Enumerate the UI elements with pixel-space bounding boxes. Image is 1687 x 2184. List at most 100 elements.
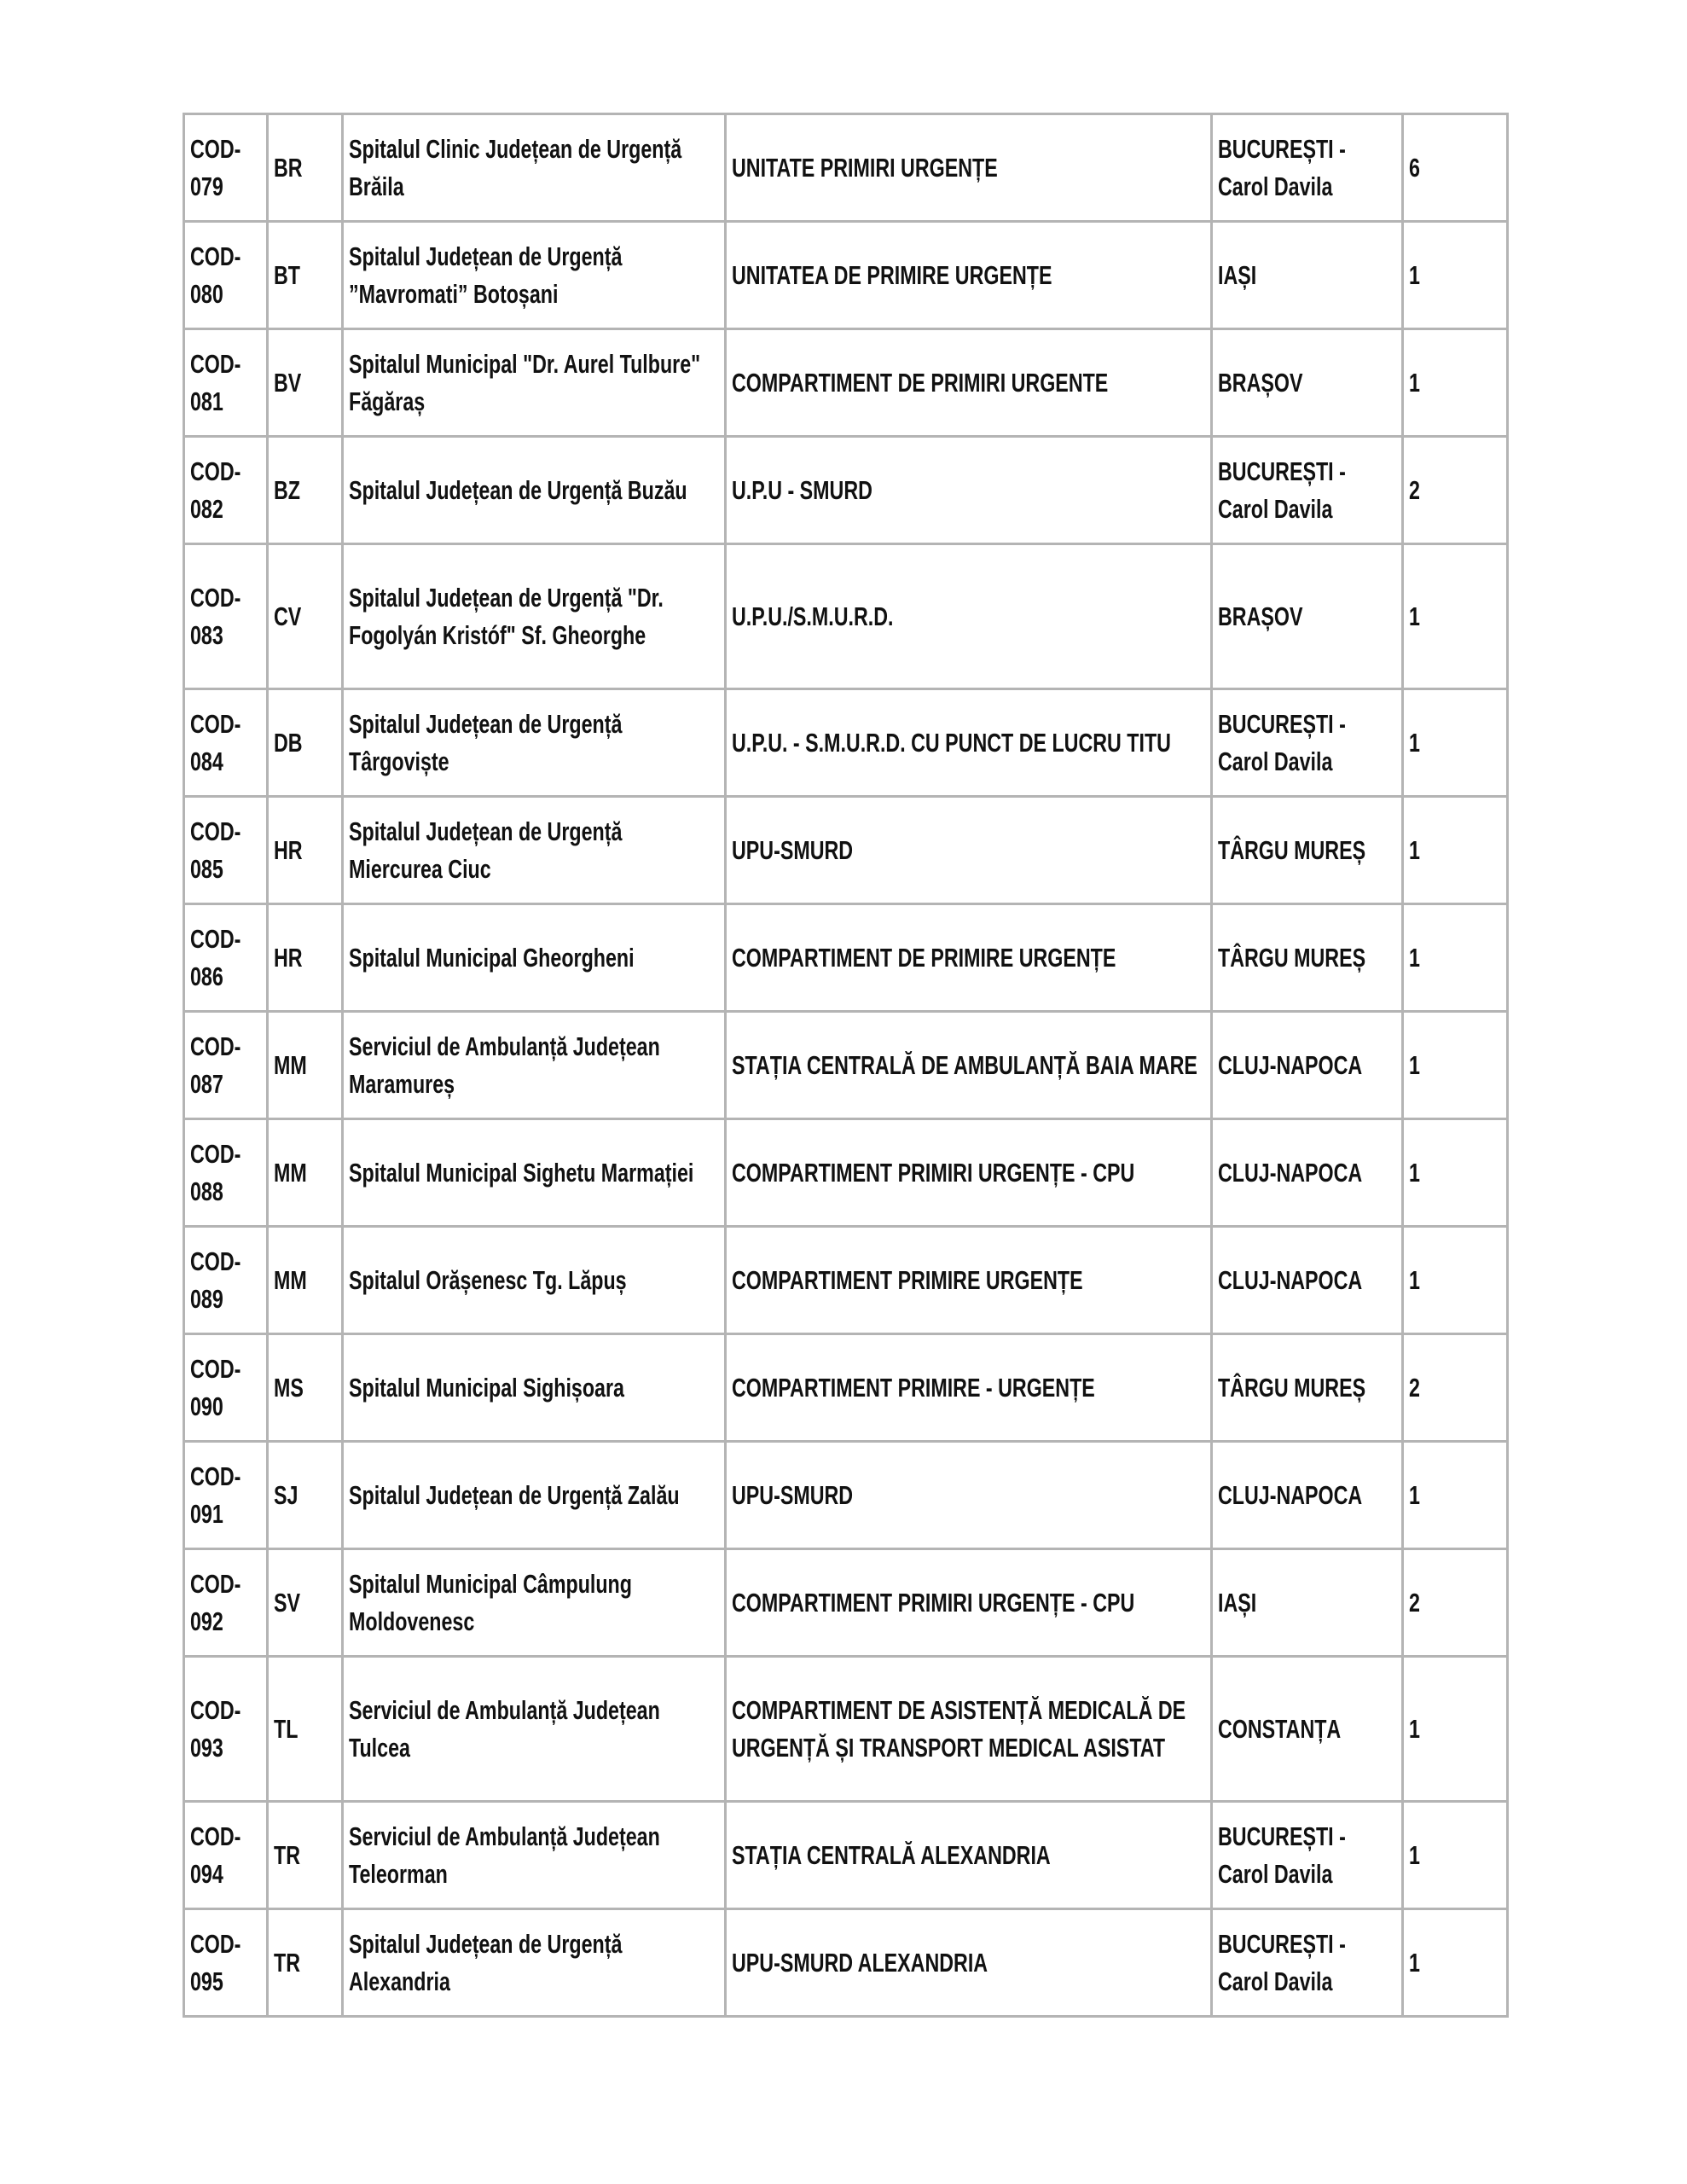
count-text: 1 xyxy=(1409,367,1420,398)
cell-county: MM xyxy=(266,1010,344,1120)
hospital-text: Serviciul de Ambulanță Județean Maramure… xyxy=(349,1031,660,1099)
cell-center: IAȘI xyxy=(1210,1548,1404,1658)
county-text: SV xyxy=(274,1587,301,1618)
table-row: COD-092 SV Spitalul Municipal Câmpulung Mo… xyxy=(183,1548,1509,1658)
center-text: CLUJ-NAPOCA xyxy=(1218,1479,1363,1510)
table-row: COD-095 TR Spitalul Județean de Urgență Al… xyxy=(183,1908,1509,2018)
code-text: COD-094 xyxy=(190,1821,241,1889)
cell-unit: COMPARTIMENT DE ASISTENȚĂ MEDICALĂ DE UR… xyxy=(724,1655,1213,1803)
hospital-text: Spitalul Municipal Sighetu Marmației xyxy=(349,1157,694,1188)
cell-code: COD-079 xyxy=(183,113,269,223)
count-text: 1 xyxy=(1409,834,1420,865)
cell-center: BUCUREȘTI - Carol Davila xyxy=(1210,1908,1404,2018)
cell-center: BUCUREȘTI - Carol Davila xyxy=(1210,435,1404,545)
cell-code: COD-081 xyxy=(183,328,269,438)
code-text: COD-087 xyxy=(190,1031,241,1099)
unit-text: UNITATE PRIMIRI URGENȚE xyxy=(732,152,998,183)
cell-unit: STAȚIA CENTRALĂ DE AMBULANȚĂ BAIA MARE xyxy=(724,1010,1213,1120)
cell-center: CLUJ-NAPOCA xyxy=(1210,1118,1404,1228)
count-text: 1 xyxy=(1409,259,1420,290)
hospital-text: Spitalul Municipal Gheorgheni xyxy=(349,942,635,973)
county-text: BV xyxy=(274,367,302,398)
table-row: COD-081 BV Spitalul Municipal "Dr. Aurel T… xyxy=(183,328,1509,438)
unit-text: COMPARTIMENT PRIMIRI URGENȚE - CPU xyxy=(732,1157,1135,1188)
count-text: 1 xyxy=(1409,1839,1420,1870)
center-text: BUCUREȘTI - Carol Davila xyxy=(1218,1821,1346,1889)
hospital-text: Spitalul Județean de Urgență Miercurea C… xyxy=(349,816,623,884)
cell-hospital: Spitalul Județean de Urgență Miercurea C… xyxy=(341,795,727,905)
center-text: CONSTANȚA xyxy=(1218,1713,1342,1744)
cell-code: COD-090 xyxy=(183,1333,269,1443)
table-row: COD-080 BT Spitalul Județean de Urgență ”M… xyxy=(183,220,1509,330)
count-text: 1 xyxy=(1409,1713,1420,1744)
cell-count: 1 xyxy=(1401,1225,1509,1335)
county-text: DB xyxy=(274,727,303,758)
unit-text: UPU-SMURD xyxy=(732,1479,854,1510)
cell-count: 1 xyxy=(1401,1800,1509,1910)
hospital-text: Spitalul Județean de Urgență ”Mavromati”… xyxy=(349,241,623,309)
count-text: 1 xyxy=(1409,1947,1420,1978)
cell-code: COD-080 xyxy=(183,220,269,330)
cell-hospital: Spitalul Municipal Sighișoara xyxy=(341,1333,727,1443)
cell-count: 1 xyxy=(1401,1010,1509,1120)
cell-code: COD-088 xyxy=(183,1118,269,1228)
cell-unit: COMPARTIMENT PRIMIRE URGENȚE xyxy=(724,1225,1213,1335)
code-text: COD-092 xyxy=(190,1568,241,1636)
table-row: COD-084 DB Spitalul Județean de Urgență Tâ… xyxy=(183,688,1509,798)
unit-text: STAȚIA CENTRALĂ DE AMBULANȚĂ BAIA MARE xyxy=(732,1049,1197,1080)
cell-code: COD-087 xyxy=(183,1010,269,1120)
cell-code: COD-093 xyxy=(183,1655,269,1803)
table-row: COD-094 TR Serviciul de Ambulanță Județean… xyxy=(183,1800,1509,1910)
cell-unit: COMPARTIMENT PRIMIRI URGENȚE - CPU xyxy=(724,1118,1213,1228)
hospital-text: Spitalul Județean de Urgență Buzău xyxy=(349,474,687,505)
center-text: TÂRGU MUREȘ xyxy=(1218,942,1366,973)
table-row: COD-091 SJ Spitalul Județean de Urgență Za… xyxy=(183,1440,1509,1550)
cell-center: CLUJ-NAPOCA xyxy=(1210,1225,1404,1335)
table-row: COD-085 HR Spitalul Județean de Urgență Mi… xyxy=(183,795,1509,905)
cell-center: BRAȘOV xyxy=(1210,328,1404,438)
county-text: MM xyxy=(274,1157,307,1188)
cell-center: BUCUREȘTI - Carol Davila xyxy=(1210,113,1404,223)
cell-count: 1 xyxy=(1401,1908,1509,2018)
county-text: TL xyxy=(274,1713,299,1744)
cell-county: HR xyxy=(266,903,344,1013)
cell-hospital: Spitalul Județean de Urgență Alexandria xyxy=(341,1908,727,2018)
cell-hospital: Spitalul Municipal Gheorgheni xyxy=(341,903,727,1013)
cell-hospital: Spitalul Județean de Urgență Zalău xyxy=(341,1440,727,1550)
cell-county: SV xyxy=(266,1548,344,1658)
cell-code: COD-083 xyxy=(183,543,269,690)
cell-unit: UPU-SMURD xyxy=(724,795,1213,905)
cell-county: TR xyxy=(266,1800,344,1910)
cell-hospital: Spitalul Județean de Urgență Buzău xyxy=(341,435,727,545)
unit-text: COMPARTIMENT PRIMIRE - URGENȚE xyxy=(732,1372,1095,1403)
cell-hospital: Spitalul Clinic Județean de Urgență Brăi… xyxy=(341,113,727,223)
code-text: COD-081 xyxy=(190,348,241,416)
table-body: COD-079 BR Spitalul Clinic Județean de Urg… xyxy=(183,113,1509,2018)
cell-count: 1 xyxy=(1401,1118,1509,1228)
cell-center: BUCUREȘTI - Carol Davila xyxy=(1210,1800,1404,1910)
county-text: HR xyxy=(274,834,303,865)
code-text: COD-084 xyxy=(190,708,241,776)
cell-count: 6 xyxy=(1401,113,1509,223)
hospital-text: Spitalul Județean de Urgență Alexandria xyxy=(349,1928,623,1996)
unit-text: U.P.U. - S.M.U.R.D. CU PUNCT DE LUCRU TI… xyxy=(732,727,1171,758)
code-text: COD-086 xyxy=(190,923,241,991)
count-text: 1 xyxy=(1409,727,1420,758)
cell-hospital: Spitalul Județean de Urgență "Dr. Fogoly… xyxy=(341,543,727,690)
hospital-text: Spitalul Municipal "Dr. Aurel Tulbure" F… xyxy=(349,348,701,416)
cell-county: HR xyxy=(266,795,344,905)
cell-county: BZ xyxy=(266,435,344,545)
table-row: COD-086 HR Spitalul Municipal Gheorgheni CO… xyxy=(183,903,1509,1013)
county-text: TR xyxy=(274,1947,300,1978)
cell-code: COD-091 xyxy=(183,1440,269,1550)
cell-hospital: Spitalul Municipal Sighetu Marmației xyxy=(341,1118,727,1228)
center-text: BUCUREȘTI - Carol Davila xyxy=(1218,133,1346,201)
code-text: COD-088 xyxy=(190,1138,241,1206)
county-text: TR xyxy=(274,1839,300,1870)
table-row: COD-079 BR Spitalul Clinic Județean de Urg… xyxy=(183,113,1509,223)
cell-county: MM xyxy=(266,1118,344,1228)
hospital-text: Spitalul Județean de Urgență "Dr. Fogoly… xyxy=(349,582,664,650)
count-text: 2 xyxy=(1409,1372,1420,1403)
county-text: SJ xyxy=(274,1479,299,1510)
cell-count: 1 xyxy=(1401,543,1509,690)
